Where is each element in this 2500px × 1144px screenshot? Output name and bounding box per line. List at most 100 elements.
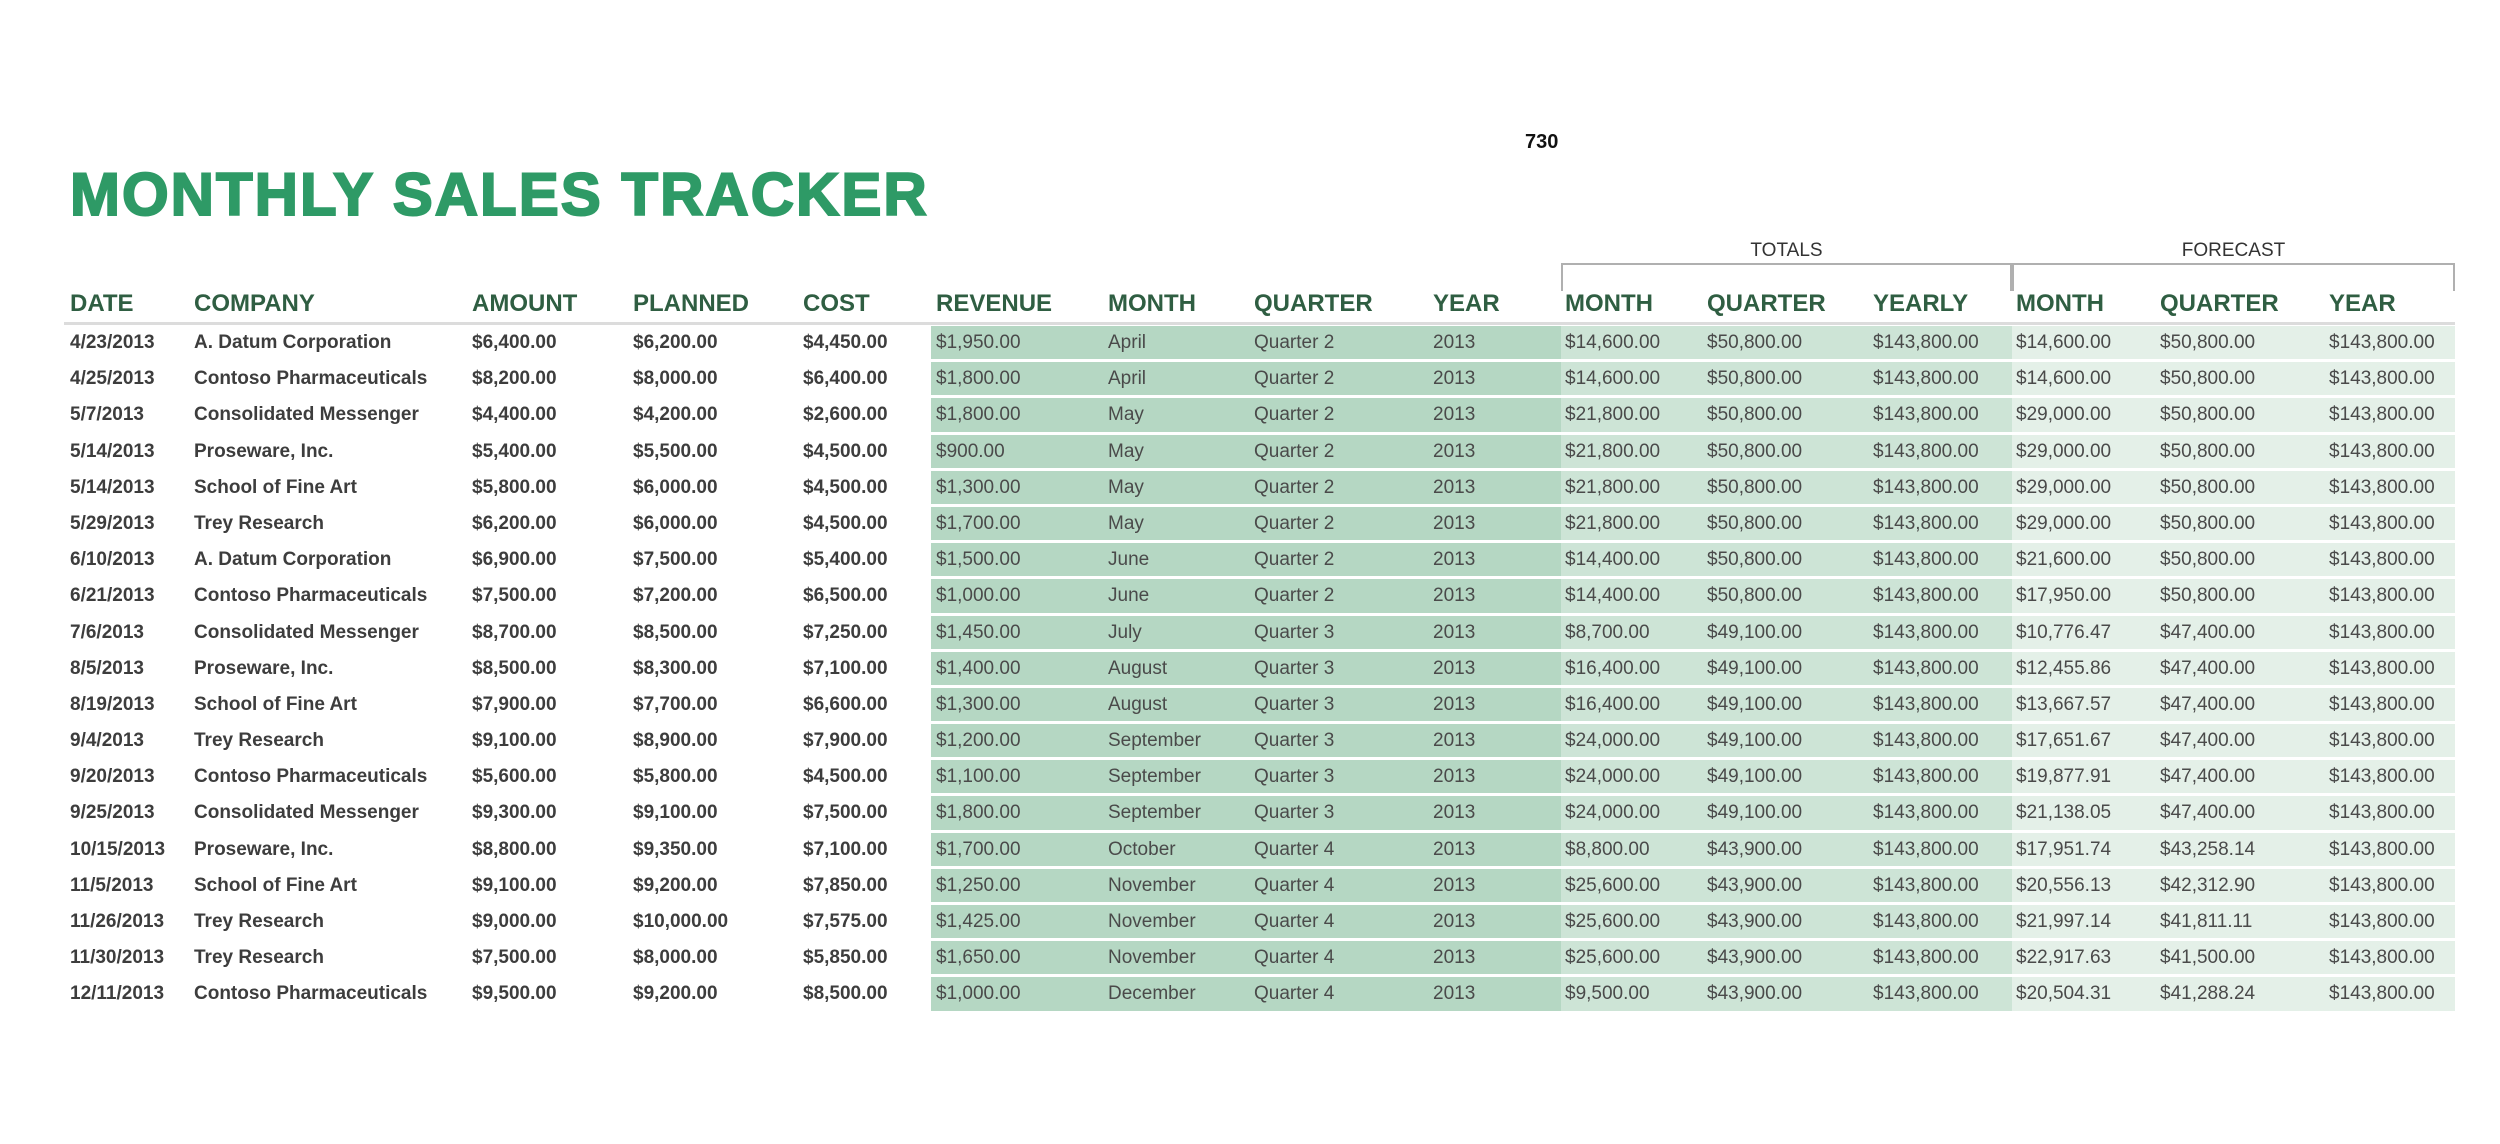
cell-year[interactable]: 2013 bbox=[1433, 549, 1476, 571]
cell-year[interactable]: 2013 bbox=[1433, 766, 1476, 788]
cell-planned[interactable]: $9,200.00 bbox=[633, 874, 718, 896]
cell-quarter[interactable]: Quarter 3 bbox=[1254, 802, 1335, 824]
cell-company[interactable]: Consolidated Messenger bbox=[194, 621, 419, 643]
cell-totals-quarter[interactable]: $50,800.00 bbox=[1707, 332, 1803, 353]
cell-planned[interactable]: $8,500.00 bbox=[633, 621, 718, 643]
header-cost[interactable]: COST bbox=[803, 290, 870, 317]
cell-forecast-month[interactable]: $29,000.00 bbox=[2016, 404, 2112, 426]
cell-revenue[interactable]: $1,000.00 bbox=[936, 983, 1021, 1005]
cell-quarter[interactable]: Quarter 3 bbox=[1254, 730, 1335, 752]
cell-month[interactable]: July bbox=[1108, 621, 1142, 643]
table-row[interactable]: 9/20/2013 Contoso Pharmaceuticals $5,600.0… bbox=[0, 760, 2500, 794]
cell-planned[interactable]: $6,000.00 bbox=[633, 476, 718, 498]
cell-totals-yearly[interactable]: $143,800.00 bbox=[1873, 838, 1979, 860]
cell-company[interactable]: School of Fine Art bbox=[194, 476, 357, 498]
cell-forecast-quarter[interactable]: $41,288.24 bbox=[2160, 983, 2256, 1005]
cell-forecast-quarter[interactable]: $47,400.00 bbox=[2160, 657, 2256, 679]
cell-year[interactable]: 2013 bbox=[1433, 332, 1476, 353]
cell-year[interactable]: 2013 bbox=[1433, 693, 1476, 715]
table-row[interactable]: 9/25/2013 Consolidated Messenger $9,300.00… bbox=[0, 796, 2500, 830]
cell-company[interactable]: Consolidated Messenger bbox=[194, 404, 419, 426]
cell-totals-month[interactable]: $25,600.00 bbox=[1565, 874, 1661, 896]
cell-totals-quarter[interactable]: $49,100.00 bbox=[1707, 802, 1803, 824]
cell-company[interactable]: Trey Research bbox=[194, 512, 324, 534]
cell-revenue[interactable]: $1,000.00 bbox=[936, 585, 1021, 607]
cell-forecast-quarter[interactable]: $47,400.00 bbox=[2160, 621, 2256, 643]
cell-planned[interactable]: $8,300.00 bbox=[633, 657, 718, 679]
cell-cost[interactable]: $7,100.00 bbox=[803, 657, 888, 679]
cell-forecast-year[interactable]: $143,800.00 bbox=[2329, 621, 2435, 643]
cell-revenue[interactable]: $1,300.00 bbox=[936, 476, 1021, 498]
cell-year[interactable]: 2013 bbox=[1433, 585, 1476, 607]
cell-year[interactable]: 2013 bbox=[1433, 730, 1476, 752]
cell-company[interactable]: A. Datum Corporation bbox=[194, 332, 392, 353]
cell-revenue[interactable]: $1,800.00 bbox=[936, 368, 1021, 390]
cell-cost[interactable]: $7,250.00 bbox=[803, 621, 888, 643]
cell-forecast-month[interactable]: $22,917.63 bbox=[2016, 947, 2112, 969]
cell-date[interactable]: 8/19/2013 bbox=[70, 693, 155, 715]
cell-company[interactable]: School of Fine Art bbox=[194, 693, 357, 715]
cell-forecast-quarter[interactable]: $50,800.00 bbox=[2160, 440, 2256, 462]
cell-forecast-month[interactable]: $20,504.31 bbox=[2016, 983, 2112, 1005]
cell-amount[interactable]: $4,400.00 bbox=[472, 404, 557, 426]
cell-year[interactable]: 2013 bbox=[1433, 947, 1476, 969]
table-row[interactable]: 11/26/2013 Trey Research $9,000.00 $10,000.… bbox=[0, 905, 2500, 939]
cell-revenue[interactable]: $1,800.00 bbox=[936, 404, 1021, 426]
cell-month[interactable]: April bbox=[1108, 368, 1147, 390]
cell-totals-month[interactable]: $24,000.00 bbox=[1565, 730, 1661, 752]
cell-month[interactable]: December bbox=[1108, 983, 1196, 1005]
cell-date[interactable]: 8/5/2013 bbox=[70, 657, 144, 679]
table-row[interactable]: 5/7/2013 Consolidated Messenger $4,400.00 $… bbox=[0, 398, 2500, 432]
cell-amount[interactable]: $8,800.00 bbox=[472, 838, 557, 860]
cell-quarter[interactable]: Quarter 2 bbox=[1254, 404, 1335, 426]
cell-forecast-month[interactable]: $29,000.00 bbox=[2016, 440, 2112, 462]
cell-totals-yearly[interactable]: $143,800.00 bbox=[1873, 874, 1979, 896]
cell-totals-quarter[interactable]: $49,100.00 bbox=[1707, 766, 1803, 788]
cell-cost[interactable]: $4,500.00 bbox=[803, 476, 888, 498]
cell-planned[interactable]: $7,200.00 bbox=[633, 585, 718, 607]
cell-month[interactable]: November bbox=[1108, 911, 1196, 932]
cell-forecast-quarter[interactable]: $42,312.90 bbox=[2160, 874, 2256, 896]
cell-cost[interactable]: $4,500.00 bbox=[803, 512, 888, 534]
cell-quarter[interactable]: Quarter 3 bbox=[1254, 766, 1335, 788]
cell-forecast-quarter[interactable]: $50,800.00 bbox=[2160, 332, 2256, 353]
cell-amount[interactable]: $9,000.00 bbox=[472, 911, 557, 932]
cell-forecast-year[interactable]: $143,800.00 bbox=[2329, 476, 2435, 498]
cell-amount[interactable]: $7,500.00 bbox=[472, 585, 557, 607]
cell-revenue[interactable]: $1,425.00 bbox=[936, 911, 1021, 932]
cell-revenue[interactable]: $1,200.00 bbox=[936, 730, 1021, 752]
header-year[interactable]: YEAR bbox=[1433, 290, 1500, 317]
cell-forecast-month[interactable]: $13,667.57 bbox=[2016, 693, 2112, 715]
cell-forecast-quarter[interactable]: $50,800.00 bbox=[2160, 368, 2256, 390]
cell-forecast-quarter[interactable]: $43,258.14 bbox=[2160, 838, 2256, 860]
cell-forecast-year[interactable]: $143,800.00 bbox=[2329, 874, 2435, 896]
header-company[interactable]: COMPANY bbox=[194, 290, 315, 317]
cell-quarter[interactable]: Quarter 2 bbox=[1254, 440, 1335, 462]
table-row[interactable]: 10/15/2013 Proseware, Inc. $8,800.00 $9,350… bbox=[0, 832, 2500, 866]
cell-cost[interactable]: $7,100.00 bbox=[803, 838, 888, 860]
table-row[interactable]: 6/21/2013 Contoso Pharmaceuticals $7,500.0… bbox=[0, 579, 2500, 613]
cell-month[interactable]: November bbox=[1108, 874, 1196, 896]
table-row[interactable]: 4/25/2013 Contoso Pharmaceuticals $8,200.0… bbox=[0, 362, 2500, 396]
cell-totals-month[interactable]: $14,400.00 bbox=[1565, 585, 1661, 607]
cell-forecast-month[interactable]: $12,455.86 bbox=[2016, 657, 2112, 679]
cell-totals-yearly[interactable]: $143,800.00 bbox=[1873, 911, 1979, 932]
cell-forecast-year[interactable]: $143,800.00 bbox=[2329, 368, 2435, 390]
cell-month[interactable]: May bbox=[1108, 476, 1144, 498]
cell-forecast-quarter[interactable]: $50,800.00 bbox=[2160, 549, 2256, 571]
cell-company[interactable]: Trey Research bbox=[194, 730, 324, 752]
cell-amount[interactable]: $5,600.00 bbox=[472, 766, 557, 788]
cell-quarter[interactable]: Quarter 2 bbox=[1254, 332, 1335, 353]
cell-year[interactable]: 2013 bbox=[1433, 512, 1476, 534]
cell-totals-yearly[interactable]: $143,800.00 bbox=[1873, 947, 1979, 969]
cell-totals-month[interactable]: $24,000.00 bbox=[1565, 802, 1661, 824]
cell-quarter[interactable]: Quarter 2 bbox=[1254, 368, 1335, 390]
cell-quarter[interactable]: Quarter 2 bbox=[1254, 549, 1335, 571]
cell-forecast-year[interactable]: $143,800.00 bbox=[2329, 911, 2435, 932]
cell-forecast-year[interactable]: $143,800.00 bbox=[2329, 657, 2435, 679]
table-row[interactable]: 5/14/2013 School of Fine Art $5,800.00 $6,0… bbox=[0, 470, 2500, 504]
cell-amount[interactable]: $8,700.00 bbox=[472, 621, 557, 643]
cell-totals-yearly[interactable]: $143,800.00 bbox=[1873, 802, 1979, 824]
cell-planned[interactable]: $10,000.00 bbox=[633, 911, 729, 932]
cell-forecast-year[interactable]: $143,800.00 bbox=[2329, 332, 2435, 353]
